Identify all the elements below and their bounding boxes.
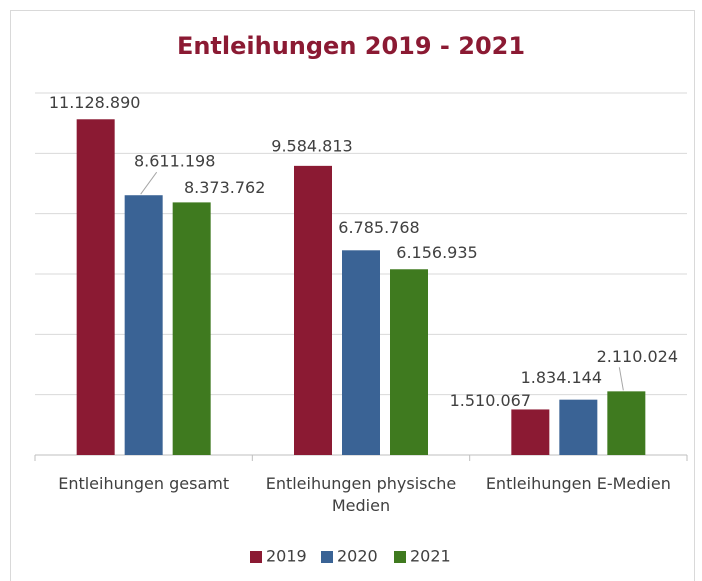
chart-frame xyxy=(10,10,695,581)
legend-swatch xyxy=(321,551,333,563)
bar xyxy=(124,195,163,455)
bar xyxy=(559,399,598,455)
bar xyxy=(511,409,550,455)
leader-line xyxy=(618,367,624,391)
bar xyxy=(76,119,115,455)
data-label: 2.110.024 xyxy=(597,347,678,366)
bar xyxy=(607,391,646,455)
x-tick-label: Entleihungen physische Medien xyxy=(265,474,457,515)
legend-label: 2020 xyxy=(337,547,378,566)
bar xyxy=(390,269,428,455)
data-label: 8.611.198 xyxy=(134,152,215,171)
data-label: 6.156.935 xyxy=(396,243,477,262)
data-label: 8.373.762 xyxy=(184,178,265,197)
legend-swatch xyxy=(394,551,406,563)
chart-title: Entleihungen 2019 - 2021 xyxy=(177,32,525,60)
bar xyxy=(294,165,332,455)
data-label: 9.584.813 xyxy=(271,136,352,155)
bar xyxy=(172,202,211,455)
legend-label: 2021 xyxy=(410,547,451,566)
data-label: 1.834.144 xyxy=(521,368,602,387)
legend-swatch xyxy=(250,551,262,563)
legend-label: 2019 xyxy=(266,547,307,566)
bar xyxy=(342,250,380,455)
data-label: 1.510.067 xyxy=(450,391,531,410)
data-label: 11.128.890 xyxy=(49,93,141,112)
data-label: 6.785.768 xyxy=(338,218,419,237)
x-tick-label: Entleihungen gesamt xyxy=(58,474,230,493)
leader-line xyxy=(140,171,158,195)
x-tick-label: Entleihungen E-Medien xyxy=(485,474,671,493)
